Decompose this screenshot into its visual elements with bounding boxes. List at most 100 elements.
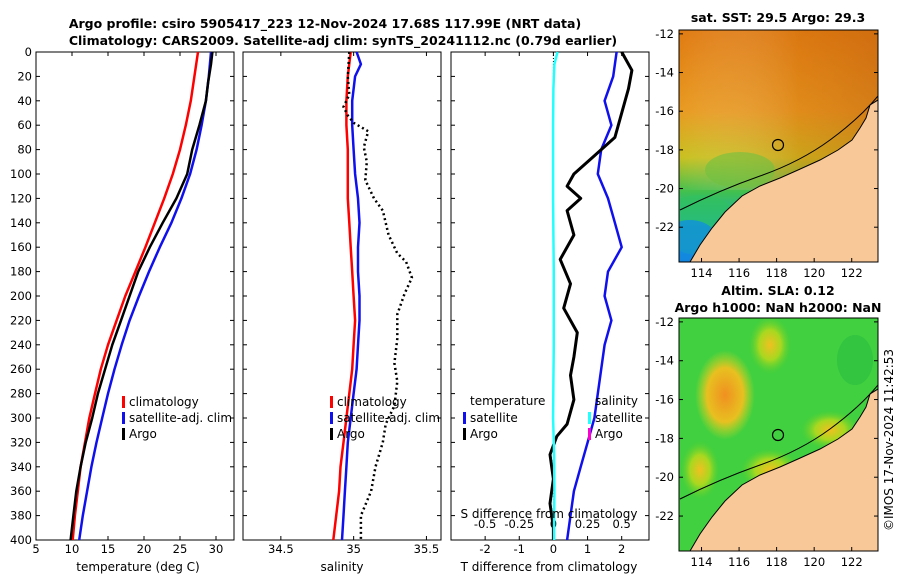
sst-map <box>679 30 878 262</box>
y-tick-label: 0 <box>25 45 32 59</box>
legend-label-satellite: satellite-adj. clim <box>337 411 440 425</box>
legend-heading-salinity: salinity <box>595 394 638 408</box>
map-y-tick-label: -16 <box>655 393 674 407</box>
difference-panel: -2 -1 0 1 2-0.5 -0.25 0 0.25 0.5 <box>450 51 650 556</box>
map-x-tick-label: 122 <box>841 266 863 280</box>
x-tick-label: -1 <box>514 542 525 556</box>
legend-swatch-satellite <box>122 412 125 424</box>
y-tick-label: 380 <box>10 509 32 523</box>
y-tick-label: 80 <box>17 143 32 157</box>
map-y-tick-label: -18 <box>655 143 674 157</box>
y-tick-label: 20 <box>17 69 32 83</box>
x-tick-label: 15 <box>101 542 116 556</box>
y-tick-label: 180 <box>10 265 32 279</box>
sst-map-title: sat. SST: 29.5 Argo: 29.3 <box>691 10 865 25</box>
map-x-tick-label: 116 <box>728 266 750 280</box>
y-tick-label: 300 <box>10 411 32 425</box>
map-y-tick-label: -16 <box>655 104 674 118</box>
y-tick-label: 220 <box>10 313 32 327</box>
legend-swatch-t-satellite <box>463 412 466 424</box>
copyright-stamp: ©IMOS 17-Nov-2024 11:42:53 <box>882 349 896 531</box>
map-x-tick-label: 116 <box>728 555 750 569</box>
series-line-t-satellite <box>565 51 623 541</box>
legend-swatch-climatology <box>330 396 333 408</box>
legend-swatch-argo <box>330 428 333 440</box>
figure-title-line2: Climatology: CARS2009. Satellite-adj cli… <box>69 33 617 49</box>
top-x-tick-label: -0.5 <box>474 517 496 531</box>
x-tick-label: 25 <box>173 542 188 556</box>
x-tick-label: 35.5 <box>414 542 440 556</box>
legend-swatch-s-argo <box>588 428 591 440</box>
plot-area <box>35 51 235 541</box>
y-tick-label: 320 <box>10 435 32 449</box>
salinity-xlabel: salinity <box>320 560 363 574</box>
y-tick-label: 100 <box>10 167 32 181</box>
map-y-tick-label: -20 <box>655 470 674 484</box>
legend-swatch-t-argo <box>463 428 466 440</box>
map-y-tick-label: -14 <box>655 354 674 368</box>
legend-label-argo: Argo <box>337 427 365 441</box>
x-tick-label: 0 <box>550 542 557 556</box>
map-y-tick-label: -22 <box>655 220 674 234</box>
x-tick-label: 20 <box>137 542 152 556</box>
salinity-panel: 34.5 35 35.5 <box>242 51 442 556</box>
legend-label-t-argo: Argo <box>470 427 498 441</box>
map-x-tick-label: 118 <box>766 555 788 569</box>
sla-map <box>679 318 878 551</box>
legend-swatch-climatology <box>122 396 125 408</box>
series-line-climatology <box>332 51 357 541</box>
y-tick-label: 240 <box>10 338 32 352</box>
sst-argo-marker <box>771 138 785 152</box>
y-tick-label: 400 <box>10 533 32 547</box>
legend-swatch-argo <box>122 428 125 440</box>
salinity-legend: climatology satellite-adj. clim Argo <box>330 395 440 441</box>
legend-label-satellite: satellite-adj. clim <box>129 411 232 425</box>
map-x-tick-label: 120 <box>803 555 825 569</box>
map-y-tick-label: -22 <box>655 509 674 523</box>
x-tick-label: 2 <box>618 542 625 556</box>
y-tick-label: 280 <box>10 387 32 401</box>
series-line-argo <box>342 51 414 540</box>
x-tick-label: 34.5 <box>268 542 294 556</box>
legend-heading-temperature: temperature <box>470 394 545 408</box>
sst-map-ticks: 114 116 118 120 122 -12 -14 -16 -18 -20 -22 <box>655 27 878 280</box>
temperature-panel: 0 20 40 60 80 100 120 140 160 180 200 220 240 260 280 3… <box>10 45 235 556</box>
legend-label-t-satellite: satellite <box>470 411 518 425</box>
y-tick-label: 200 <box>10 289 32 303</box>
map-y-tick-label: -14 <box>655 66 674 80</box>
x-tick-label: -2 <box>479 542 490 556</box>
figure-title-line1: Argo profile: csiro 5905417_223 12-Nov-2… <box>69 16 581 32</box>
legend-label-climatology: climatology <box>129 395 199 409</box>
series-line-satellite-adj-clim <box>340 51 363 541</box>
series-line-satellite-adj-clim <box>77 51 213 541</box>
y-tick-label: 260 <box>10 362 32 376</box>
difference-legend: temperature satellite Argo salinity sate… <box>463 394 643 441</box>
legend-swatch-satellite <box>330 412 333 424</box>
temperature-legend: climatology satellite-adj. clim Argo <box>122 395 232 441</box>
series-line-t-argo <box>548 51 634 540</box>
y-tick-label: 340 <box>10 460 32 474</box>
series-line-argo <box>69 51 214 541</box>
map-y-tick-label: -12 <box>655 27 674 41</box>
x-tick-label: 10 <box>65 542 80 556</box>
x-tick-label: 30 <box>209 542 224 556</box>
map-y-tick-label: -12 <box>655 315 674 329</box>
x-tick-label: 35 <box>346 542 361 556</box>
sla-map-ticks: 114 116 118 120 122 -12 -14 -16 -18 -20 -22 <box>655 315 878 569</box>
sla-argo-marker <box>771 428 785 442</box>
top-x-tick-label: 0.25 <box>575 517 601 531</box>
sla-map-title: Altim. SLA: 0.12 <box>721 283 834 298</box>
y-tick-label: 120 <box>10 191 32 205</box>
y-tick-label: 60 <box>17 118 32 132</box>
plot-area <box>242 51 442 541</box>
legend-label-argo: Argo <box>129 427 157 441</box>
series-line-s-satellite <box>551 51 559 540</box>
legend-label-s-satellite: satellite <box>595 411 643 425</box>
y-tick-label: 160 <box>10 240 32 254</box>
map-x-tick-label: 114 <box>691 266 713 280</box>
legend-swatch-s-satellite <box>588 412 591 424</box>
x-tick-label: 5 <box>32 542 39 556</box>
map-x-tick-label: 118 <box>766 266 788 280</box>
difference-top-xlabel: S difference from climatology <box>461 507 638 521</box>
